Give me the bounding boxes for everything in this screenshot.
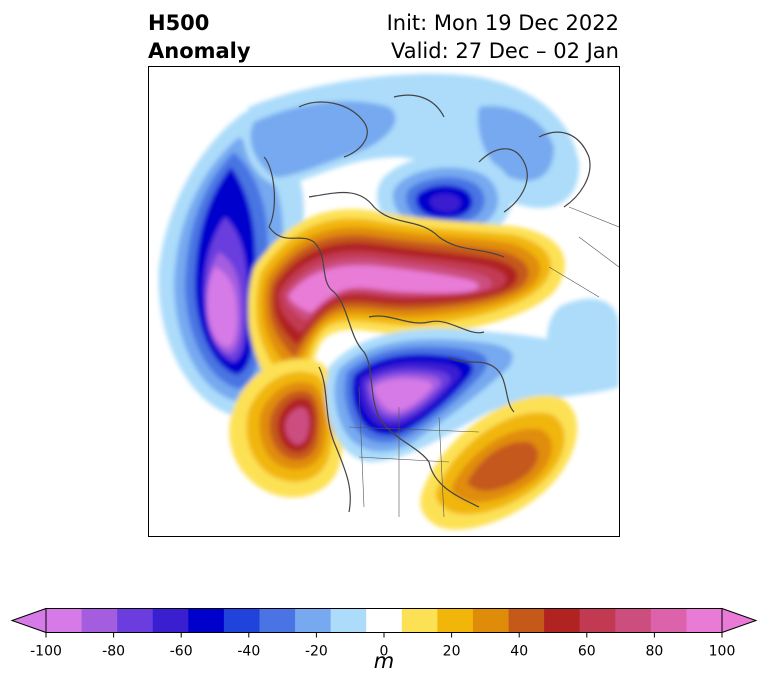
ridge-north-atlantic (248, 209, 565, 412)
anomaly-map (158, 73, 619, 530)
colorbar-cell (472, 608, 510, 633)
colorbar: -100 -80 -60 -40 -20 0 20 40 60 80 100 (10, 607, 758, 660)
title-right: Init: Mon 19 Dec 2022 Valid: 27 Dec – 02… (387, 9, 619, 65)
colorbar-cell (81, 608, 118, 633)
colorbar-cells (10, 607, 758, 634)
anomaly-subtitle: Anomaly (148, 39, 251, 63)
colorbar-cell (152, 608, 189, 633)
country-borders (348, 206, 619, 518)
colorbar-cell (295, 608, 332, 633)
colorbar-tick-label: 0 (380, 644, 389, 660)
colorbar-cell (437, 608, 474, 633)
colorbar-cell (223, 608, 261, 633)
colorbar-cell (46, 608, 83, 633)
colorbar-cell (401, 608, 438, 633)
colorbar-tick-label: -60 (170, 644, 193, 660)
colorbar-tick-label: -80 (102, 644, 125, 660)
ridge-west-coast (229, 359, 344, 498)
colorbar-tick-label: -20 (305, 644, 328, 660)
colorbar-cell (259, 608, 296, 633)
colorbar-cell (117, 608, 154, 633)
coastlines (263, 94, 591, 513)
colorbar-extend-high (721, 607, 758, 634)
colorbar-cell (544, 608, 581, 633)
colorbar-cell (508, 608, 545, 633)
variable-title: H500 (148, 11, 210, 35)
colorbar-cell (366, 608, 403, 633)
greenland-sea-trough (377, 154, 513, 240)
colorbar-tick-label: -100 (30, 644, 62, 660)
colorbar-unit-label: m (373, 649, 395, 673)
colorbar-tick-label: 60 (578, 644, 596, 660)
colorbar-tick-label: 20 (443, 644, 461, 660)
colorbar-tick-label: -40 (237, 644, 260, 660)
title-left: H500 Anomaly (148, 9, 251, 65)
colorbar-tick-label: 100 (709, 644, 736, 660)
colorbar-cell (650, 608, 688, 633)
colorbar-ticks: -100 -80 -60 -40 -20 0 20 40 60 80 100 (30, 632, 736, 660)
colorbar-extend-low (10, 607, 47, 634)
western-atlantic-ridge (420, 395, 578, 530)
eastern-light-negative (547, 298, 619, 386)
valid-time: Valid: 27 Dec – 02 Jan (390, 39, 619, 63)
colorbar-tick-label: 40 (510, 644, 528, 660)
init-time: Init: Mon 19 Dec 2022 (386, 11, 619, 35)
map-panel (148, 66, 620, 537)
colorbar-cell (615, 608, 652, 633)
colorbar-cell (188, 608, 225, 633)
colorbar-cell (686, 608, 723, 633)
colorbar-cell (330, 608, 367, 633)
colorbar-tick-label: 80 (645, 644, 663, 660)
colorbar-cell (579, 608, 616, 633)
